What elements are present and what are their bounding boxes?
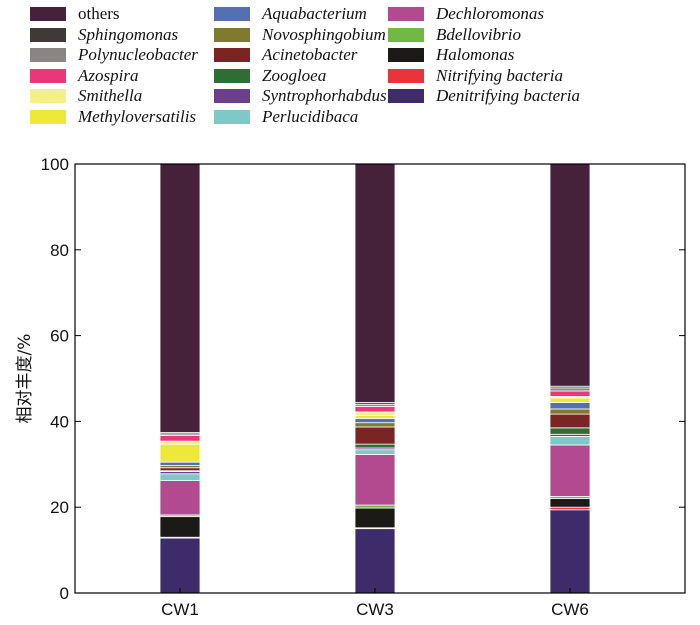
legend-swatch (214, 27, 250, 42)
legend-item: others (30, 4, 214, 25)
bar-segment (159, 461, 201, 466)
legend-swatch (214, 7, 250, 22)
legend-label: Smithella (78, 86, 143, 106)
legend-item: Denitrifying bacteria (388, 86, 628, 107)
legend-item: Polynucleobacter (30, 45, 214, 66)
legend-item: Acinetobacter (214, 45, 388, 66)
legend-item: Zoogloea (214, 66, 388, 87)
legend-label: Acinetobacter (262, 45, 358, 65)
bar-segment (354, 417, 396, 424)
legend-label: Polynucleobacter (78, 45, 198, 65)
legend-label: Aquabacterium (262, 4, 367, 24)
legend-swatch (30, 109, 66, 124)
x-tick-label: CW6 (551, 600, 589, 619)
legend-swatch (214, 109, 250, 124)
legend-label: Syntrophorhabdus (262, 86, 387, 106)
bar-segment (159, 163, 201, 433)
legend-swatch (30, 89, 66, 104)
legend-label: Nitrifying bacteria (436, 65, 564, 85)
legend-label: Zoogloea (262, 65, 327, 85)
y-tick-label: 80 (50, 241, 69, 260)
bar-segment (549, 402, 591, 410)
legend-label: Halomonas (436, 45, 515, 65)
y-tick-label: 60 (50, 327, 69, 346)
legend-label: Azospira (78, 65, 139, 85)
bar-segment (549, 408, 591, 415)
bar-segment (354, 528, 396, 594)
legend-label: Perlucidibaca (262, 106, 359, 126)
bar-segment (159, 473, 201, 482)
bar-segment (354, 414, 396, 419)
bar-segment (354, 422, 396, 428)
legend-item: Halomonas (388, 45, 628, 66)
bar-segment (354, 504, 396, 509)
bar-segment (549, 444, 591, 497)
plot-frame (74, 163, 686, 594)
legend-label: Bdellovibrio (436, 24, 521, 44)
bar-segment (354, 163, 396, 403)
bar-segment (549, 509, 591, 594)
legend-label: Denitrifying bacteria (436, 86, 581, 106)
bar-segment (159, 516, 201, 538)
bar-segment (354, 426, 396, 445)
bar-segment (549, 397, 591, 403)
bar-segment (354, 405, 396, 413)
bar-segment (159, 467, 201, 472)
y-tick-label: 0 (60, 584, 69, 603)
bar-segment (354, 454, 396, 506)
legend-swatch (388, 89, 424, 104)
bar-segment (549, 427, 591, 435)
x-tick-label: CW3 (356, 600, 394, 619)
legend-swatch (30, 7, 66, 22)
legend-item: Azospira (30, 66, 214, 87)
bar-segment (354, 443, 396, 449)
legend-item: Aquabacterium (214, 4, 388, 25)
bar-segment (549, 390, 591, 397)
bar-segment (159, 440, 201, 445)
bar-segment (549, 498, 591, 508)
legend-swatch (214, 48, 250, 63)
legend-label: Novosphingobium (262, 24, 386, 44)
legend-item: Novosphingobium (214, 25, 388, 46)
bar-segment (549, 163, 591, 387)
y-tick-label: 100 (41, 155, 69, 174)
legend-swatch (30, 68, 66, 83)
legend-swatch (388, 48, 424, 63)
legend-swatch (388, 7, 424, 22)
bar-segment (159, 435, 201, 442)
bar-segment (549, 387, 591, 392)
legend-item: Nitrifying bacteria (388, 66, 628, 87)
bar-segment (354, 411, 396, 416)
legend-item: Dechloromonas (388, 4, 628, 25)
legend-item: Perlucidibaca (214, 107, 388, 128)
bar-segment (159, 443, 201, 463)
legend-swatch (30, 48, 66, 63)
legend-swatch (214, 89, 250, 104)
x-tick-label: CW1 (161, 600, 199, 619)
bar-segment (354, 449, 396, 455)
legend-swatch (388, 68, 424, 83)
legend-item: Methyloversatilis (30, 107, 214, 128)
y-axis-label: 相对丰度/% (15, 334, 35, 424)
bar-segment (159, 537, 201, 594)
bar-segment (549, 436, 591, 446)
legend-swatch (30, 27, 66, 42)
legend-item: Smithella (30, 86, 214, 107)
legend-label: Sphingomonas (78, 24, 179, 44)
legend-swatch (388, 27, 424, 42)
bar-segment (354, 507, 396, 529)
legend: others Sphingomonas Polynucleobacter Azospi… (30, 4, 628, 127)
legend-swatch (214, 68, 250, 83)
legend-label: Methyloversatilis (78, 106, 197, 126)
bar-segment (159, 480, 201, 516)
legend-label: others (78, 4, 120, 24)
y-tick-label: 20 (50, 498, 69, 517)
legend-item: Bdellovibrio (388, 25, 628, 46)
legend-label: Dechloromonas (436, 4, 544, 24)
legend-item: Sphingomonas (30, 25, 214, 46)
bar-segment (549, 413, 591, 429)
legend-item: Syntrophorhabdus (214, 86, 388, 107)
y-tick-label: 40 (50, 412, 69, 431)
